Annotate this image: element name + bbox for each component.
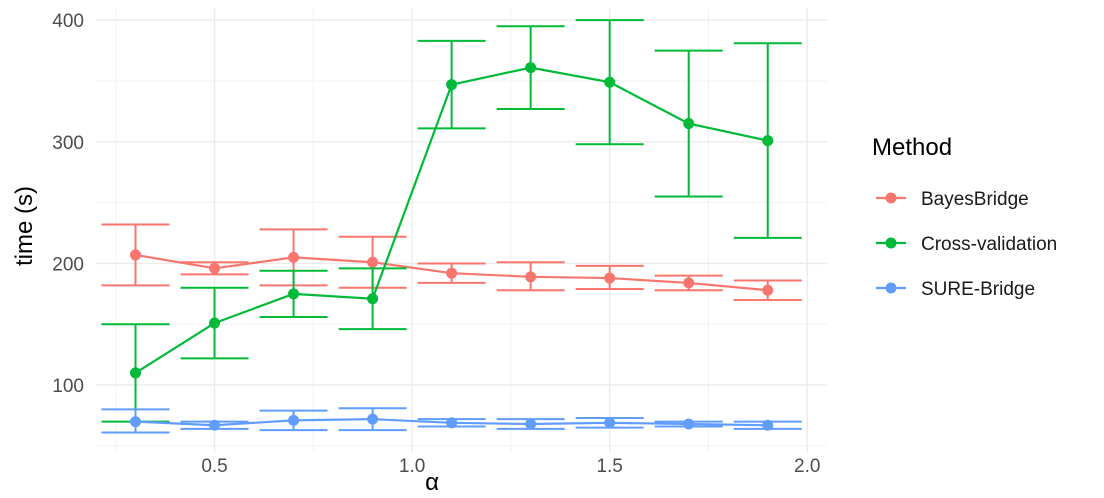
data-point [367, 293, 379, 305]
data-point [604, 272, 616, 284]
data-point [209, 419, 221, 431]
data-point [525, 62, 537, 74]
series-layer [101, 19, 802, 434]
legend-label: SURE-Bridge [921, 279, 1035, 300]
legend-item: Cross-validation [876, 234, 1057, 255]
data-point [762, 135, 774, 147]
data-point [288, 414, 300, 426]
data-point [525, 418, 537, 430]
y-tick-label: 200 [52, 254, 84, 275]
data-point [130, 416, 142, 428]
x-tick-label: 1.5 [596, 456, 622, 477]
data-point [288, 288, 300, 300]
data-point [683, 418, 695, 430]
y-axis-title: time (s) [11, 186, 38, 266]
legend-item: BayesBridge [876, 189, 1029, 210]
x-tick-label: 1.0 [399, 456, 425, 477]
legend-key-point [885, 237, 897, 249]
y-tick-label: 400 [52, 11, 84, 32]
data-point [446, 267, 458, 279]
x-tick-label: 2.0 [794, 456, 820, 477]
series-sure-bridge [101, 407, 802, 434]
data-point [446, 417, 458, 429]
legend-item: SURE-Bridge [876, 279, 1035, 300]
grid-layer [96, 8, 827, 452]
x-axis-title: α [425, 469, 439, 496]
data-point [288, 251, 300, 263]
data-point [762, 284, 774, 296]
legend-label: BayesBridge [921, 189, 1029, 210]
data-point [446, 79, 458, 91]
series-cross-validation [101, 19, 802, 423]
data-point [525, 271, 537, 283]
data-point [604, 76, 616, 88]
legend-key-point [885, 282, 897, 294]
y-tick-label: 300 [52, 133, 84, 154]
data-point [367, 413, 379, 425]
data-point [683, 118, 695, 130]
data-point [367, 256, 379, 268]
y-tick-label: 100 [52, 376, 84, 397]
data-point [130, 249, 142, 261]
axis-layer: 0.5 1.0 1.5 2.0 100 200 300 400 [52, 11, 820, 477]
legend: Method BayesBridge Cross-validation SURE-B… [872, 134, 1057, 300]
data-point [604, 417, 616, 429]
data-point [209, 262, 221, 274]
legend-label: Cross-validation [921, 234, 1057, 255]
x-tick-label: 0.5 [201, 456, 227, 477]
data-point [683, 277, 695, 289]
legend-key-point [885, 192, 897, 204]
data-point [130, 367, 142, 379]
data-point [209, 317, 221, 329]
legend-title: Method [872, 134, 952, 161]
data-point [762, 419, 774, 431]
